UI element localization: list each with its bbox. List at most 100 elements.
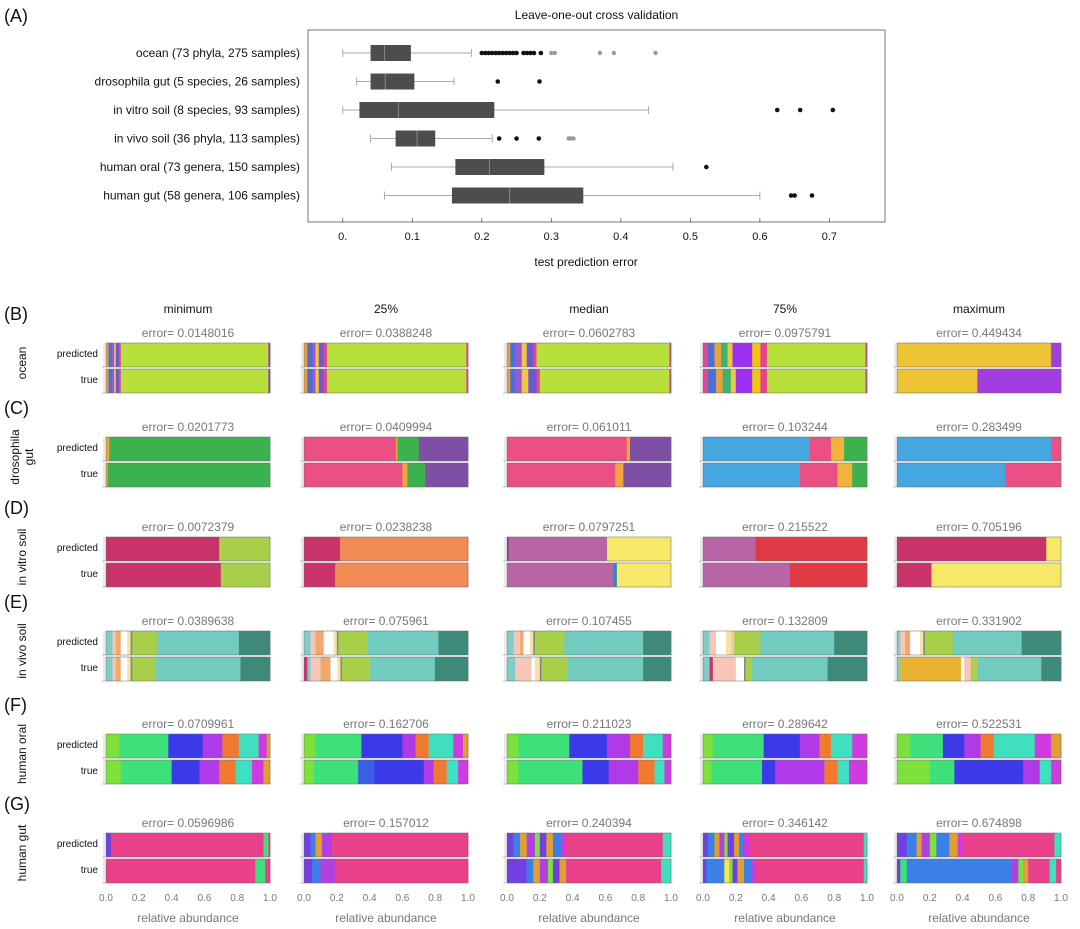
true-segment: [507, 463, 616, 487]
outlier-point: [549, 50, 554, 56]
true-segment: [762, 760, 776, 784]
outlier-point: [528, 50, 533, 56]
error-label: error= 0.522531: [936, 717, 1022, 731]
true-segment: [106, 760, 122, 784]
predicted-segment: [507, 631, 514, 655]
true-segment: [526, 859, 534, 883]
true-segment: [507, 859, 527, 883]
predicted-segment: [106, 343, 109, 367]
outlier-point: [479, 50, 485, 56]
true-segment: [515, 369, 523, 393]
true-segment: [1018, 859, 1024, 883]
predicted-segment: [1046, 537, 1062, 561]
predicted-segment: [310, 631, 316, 655]
predicted-segment: [730, 631, 735, 655]
predicted-segment: [312, 343, 316, 367]
true-segment: [120, 657, 128, 681]
error-label: error= 0.075961: [343, 614, 429, 628]
predicted-bar: [896, 733, 1062, 759]
true-segment: [312, 859, 321, 883]
true-segment: [534, 657, 541, 681]
predicted-segment: [546, 833, 554, 857]
predicted-bar: [303, 436, 469, 462]
predicted-segment: [897, 734, 911, 758]
predicted-segment: [993, 734, 1036, 758]
predicted-segment: [534, 631, 565, 655]
predicted-segment: [438, 631, 469, 655]
outlier-point: [788, 193, 794, 198]
predicted-segment: [415, 734, 429, 758]
true-segment: [638, 760, 655, 784]
true-segment: [897, 369, 978, 393]
predicted-bar: [702, 733, 868, 759]
predicted-segment: [111, 343, 115, 367]
predicted-segment: [643, 734, 664, 758]
predicted-segment: [258, 734, 268, 758]
predicted-segment: [322, 833, 333, 857]
x-tick-label: 0.6: [752, 231, 767, 243]
true-bar: [702, 759, 868, 785]
true-segment: [115, 369, 120, 393]
true-bar: [303, 858, 469, 884]
outlier-point: [503, 50, 509, 56]
predicted-segment: [916, 833, 922, 857]
predicted-segment: [418, 437, 469, 461]
predicted-segment: [703, 631, 710, 655]
predicted-bar: [896, 832, 1062, 858]
outlier-point: [797, 107, 803, 113]
error-label: error= 0.0709961: [142, 717, 235, 731]
true-segment: [1023, 859, 1029, 883]
predicted-bar: [702, 342, 868, 368]
predicted-bar: [506, 832, 672, 858]
true-bar: [303, 462, 469, 488]
outlier-point: [809, 193, 815, 198]
true-segment: [827, 657, 868, 681]
true-segment: [752, 859, 756, 883]
x-tick-label: 0.0: [99, 893, 113, 904]
predicted-segment: [716, 631, 727, 655]
category-label: in vivo soil (36 phyla, 113 samples): [114, 132, 300, 146]
predicted-segment: [515, 343, 523, 367]
predicted-segment: [739, 833, 745, 857]
outlier-point: [774, 107, 780, 113]
true-segment: [669, 369, 672, 393]
true-segment: [848, 760, 868, 784]
predicted-segment: [318, 343, 324, 367]
box: [455, 159, 545, 175]
true-bar: [303, 562, 469, 588]
panel-label-a: (A): [4, 6, 28, 26]
outlier-point: [496, 50, 502, 56]
row-label: ocean: [15, 347, 29, 380]
predicted-label: predicted: [57, 349, 98, 360]
predicted-segment: [964, 734, 981, 758]
predicted-segment: [338, 631, 369, 655]
true-segment: [703, 657, 710, 681]
true-segment: [255, 859, 266, 883]
true-bar: [303, 759, 469, 785]
predicted-segment: [307, 343, 313, 367]
predicted-segment: [669, 343, 672, 367]
predicted-segment: [395, 437, 398, 461]
error-label: error= 0.211023: [547, 717, 632, 731]
predicted-segment: [630, 437, 672, 461]
true-segment: [722, 369, 732, 393]
error-label: error= 0.289642: [742, 717, 828, 731]
true-segment: [458, 760, 469, 784]
true-segment: [964, 657, 972, 681]
x-tick-label: 0.4: [363, 893, 377, 904]
true-segment: [132, 657, 156, 681]
predicted-segment: [109, 437, 271, 461]
predicted-segment: [919, 631, 924, 655]
true-segment: [616, 563, 672, 587]
column-header: median: [569, 302, 608, 316]
predicted-segment: [112, 631, 117, 655]
true-segment: [960, 657, 965, 681]
category-label: ocean (73 phyla, 275 samples): [136, 46, 300, 60]
plot-frame: [307, 29, 886, 223]
predicted-segment: [819, 734, 832, 758]
predicted-segment: [315, 631, 324, 655]
true-bar: [105, 656, 271, 682]
x-tick-label: 0.2: [474, 231, 489, 243]
x-axis-title: relative abundance: [734, 911, 836, 925]
